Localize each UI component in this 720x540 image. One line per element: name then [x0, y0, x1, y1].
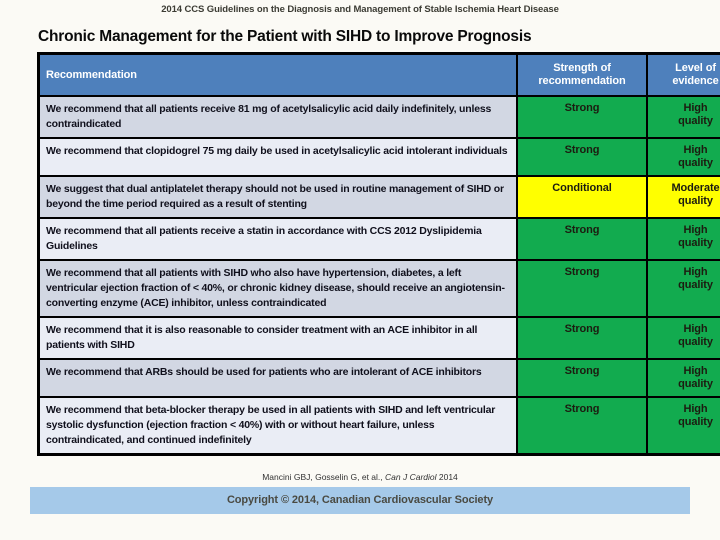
recommendation-cell: We recommend that beta-blocker therapy b…	[37, 396, 518, 456]
citation: Mancini GBJ, Gosselin G, et al., Can J C…	[0, 472, 720, 482]
strength-cell: Strong	[516, 259, 648, 318]
recommendation-cell: We suggest that dual antiplatelet therap…	[37, 175, 518, 219]
strength-cell: Strong	[516, 316, 648, 360]
table-row: We recommend that ARBs should be used fo…	[37, 358, 720, 398]
recommendation-cell: We recommend that all patients with SIHD…	[37, 259, 518, 318]
evidence-cell: Moderate quality	[646, 175, 720, 219]
recommendation-cell: We recommend that all patients receive a…	[37, 217, 518, 261]
recommendation-cell: We recommend that it is also reasonable …	[37, 316, 518, 360]
evidence-cell: High quality	[646, 358, 720, 398]
strength-cell: Strong	[516, 358, 648, 398]
evidence-cell: High quality	[646, 95, 720, 139]
table-row: We recommend that beta-blocker therapy b…	[37, 396, 720, 456]
recommendation-cell: We recommend that ARBs should be used fo…	[37, 358, 518, 398]
evidence-cell: High quality	[646, 259, 720, 318]
strength-cell: Strong	[516, 217, 648, 261]
table-row: We suggest that dual antiplatelet therap…	[37, 175, 720, 219]
table-row: We recommend that all patients with SIHD…	[37, 259, 720, 318]
strength-cell: Conditional	[516, 175, 648, 219]
column-header-recommendation: Recommendation	[37, 52, 518, 97]
deck-header: 2014 CCS Guidelines on the Diagnosis and…	[161, 4, 559, 15]
column-header-evidence: Level of evidence	[646, 52, 720, 97]
copyright-footer: Copyright © 2014, Canadian Cardiovascula…	[30, 487, 690, 514]
table-row: We recommend that all patients receive 8…	[37, 95, 720, 139]
strength-cell: Strong	[516, 396, 648, 456]
table-header-row: Recommendation Strength of recommendatio…	[37, 52, 720, 97]
citation-authors: Mancini GBJ, Gosselin G, et al.,	[262, 472, 386, 482]
evidence-cell: High quality	[646, 316, 720, 360]
evidence-cell: High quality	[646, 396, 720, 456]
citation-year: 2014	[436, 472, 458, 482]
strength-cell: Strong	[516, 137, 648, 177]
evidence-cell: High quality	[646, 137, 720, 177]
table-row: We recommend that all patients receive a…	[37, 217, 720, 261]
page-title: Chronic Management for the Patient with …	[38, 28, 532, 45]
recommendation-cell: We recommend that clopidogrel 75 mg dail…	[37, 137, 518, 177]
recommendation-cell: We recommend that all patients receive 8…	[37, 95, 518, 139]
citation-journal: Can J Cardiol	[385, 472, 437, 482]
table-row: We recommend that it is also reasonable …	[37, 316, 720, 360]
recommendations-table: Recommendation Strength of recommendatio…	[37, 52, 720, 456]
evidence-cell: High quality	[646, 217, 720, 261]
table-row: We recommend that clopidogrel 75 mg dail…	[37, 137, 720, 177]
column-header-strength: Strength of recommendation	[516, 52, 648, 97]
strength-cell: Strong	[516, 95, 648, 139]
